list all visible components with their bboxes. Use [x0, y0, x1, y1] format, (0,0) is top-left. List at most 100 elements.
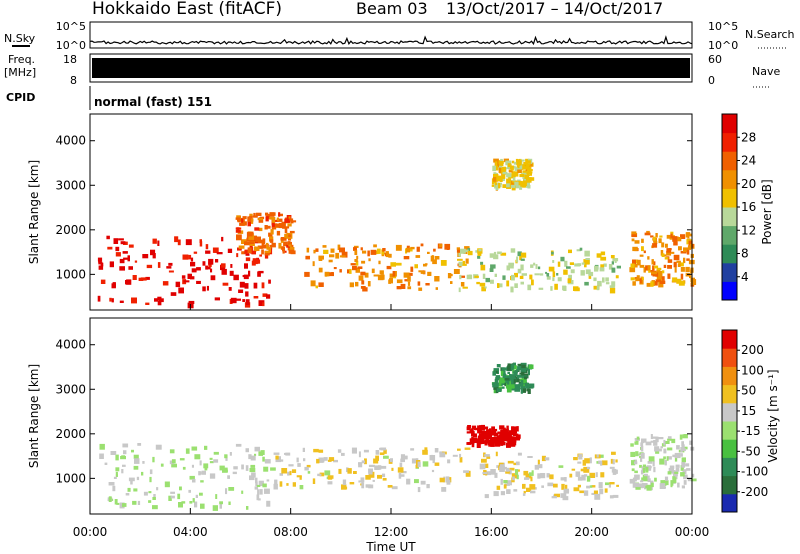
data-cell	[512, 362, 516, 366]
data-cell	[122, 464, 126, 467]
data-cell	[97, 257, 103, 262]
data-cell	[170, 491, 175, 494]
data-cell	[417, 487, 421, 493]
data-cell	[655, 233, 658, 238]
data-cell	[229, 452, 232, 456]
data-cell	[643, 250, 646, 254]
data-cell	[286, 483, 289, 486]
data-cell	[339, 269, 342, 273]
data-cell	[98, 265, 104, 270]
freq-unit-label: [MHz]	[4, 66, 36, 79]
data-cell	[528, 172, 532, 176]
data-cell	[501, 370, 506, 374]
data-cell	[368, 471, 375, 478]
data-cell	[236, 215, 241, 220]
data-cell	[162, 281, 169, 286]
freq-band	[92, 58, 690, 78]
data-cell	[362, 287, 368, 292]
data-cell	[500, 478, 503, 485]
data-cell	[600, 472, 605, 478]
data-cell	[689, 275, 692, 279]
beam-label: Beam 03	[356, 0, 428, 18]
data-cell	[244, 283, 249, 289]
data-cell	[425, 283, 430, 286]
data-cell	[675, 464, 680, 468]
data-cell	[516, 166, 523, 170]
data-cell	[179, 458, 185, 461]
data-cell	[600, 256, 607, 261]
data-cell	[403, 256, 410, 260]
data-cell	[501, 166, 506, 171]
data-cell	[239, 281, 245, 288]
data-cell	[537, 473, 541, 479]
colorbar-segment	[722, 384, 737, 404]
data-cell	[204, 445, 208, 450]
data-cell	[641, 477, 646, 481]
data-cell	[519, 159, 525, 162]
nave-tick-bottom: 0	[708, 74, 715, 87]
date-range: 13/Oct/2017 – 14/Oct/2017	[446, 0, 663, 18]
data-cell	[686, 468, 691, 471]
colorbar-tick-label: -15	[741, 424, 761, 438]
data-cell	[356, 255, 359, 260]
data-cell	[571, 468, 576, 471]
colorbar-tick-label: -200	[741, 485, 768, 499]
data-cell	[269, 236, 274, 242]
data-cell	[288, 243, 292, 247]
data-cell	[477, 255, 481, 259]
data-cell	[389, 277, 393, 284]
data-cell	[263, 244, 267, 249]
data-cell	[353, 471, 357, 474]
data-cell	[148, 500, 152, 503]
data-cell	[558, 465, 564, 468]
data-cell	[493, 368, 500, 371]
data-cell	[501, 174, 506, 179]
data-cell	[609, 495, 614, 499]
data-cell	[549, 474, 554, 480]
data-cell	[489, 268, 494, 272]
data-cell	[667, 471, 672, 475]
data-cell	[368, 464, 375, 468]
data-cell	[98, 261, 103, 265]
data-cell	[540, 473, 546, 479]
data-cell	[511, 274, 515, 281]
data-cell	[108, 496, 112, 502]
colorbar-segment	[722, 366, 737, 386]
velocity-heatmap	[99, 362, 697, 511]
data-cell	[471, 442, 475, 448]
data-cell	[685, 463, 690, 467]
data-cell	[136, 476, 140, 481]
data-cell	[257, 498, 261, 501]
data-cell	[479, 425, 484, 430]
data-cell	[368, 484, 374, 489]
data-cell	[631, 238, 635, 242]
data-cell	[595, 472, 598, 478]
data-cell	[260, 450, 265, 455]
data-cell	[683, 474, 688, 480]
data-cell	[261, 242, 264, 249]
data-cell	[489, 253, 494, 258]
data-cell	[633, 459, 637, 462]
data-cell	[680, 447, 683, 453]
data-cell	[497, 283, 503, 288]
data-cell	[407, 286, 412, 290]
data-cell	[634, 441, 639, 445]
colorbar-tick-label: 15	[741, 404, 756, 418]
data-cell	[665, 243, 668, 248]
data-cell	[257, 271, 261, 277]
data-cell	[510, 185, 516, 188]
data-cell	[495, 437, 500, 441]
data-cell	[432, 457, 435, 464]
data-cell	[506, 388, 512, 393]
data-cell	[652, 273, 658, 277]
data-cell	[496, 388, 502, 392]
data-cell	[670, 480, 674, 486]
data-cell	[667, 265, 672, 269]
data-cell	[328, 457, 335, 462]
data-cell	[122, 443, 129, 448]
data-cell	[647, 475, 650, 480]
data-cell	[493, 172, 497, 175]
data-cell	[525, 162, 530, 169]
data-cell	[385, 251, 389, 258]
data-cell	[657, 273, 663, 280]
